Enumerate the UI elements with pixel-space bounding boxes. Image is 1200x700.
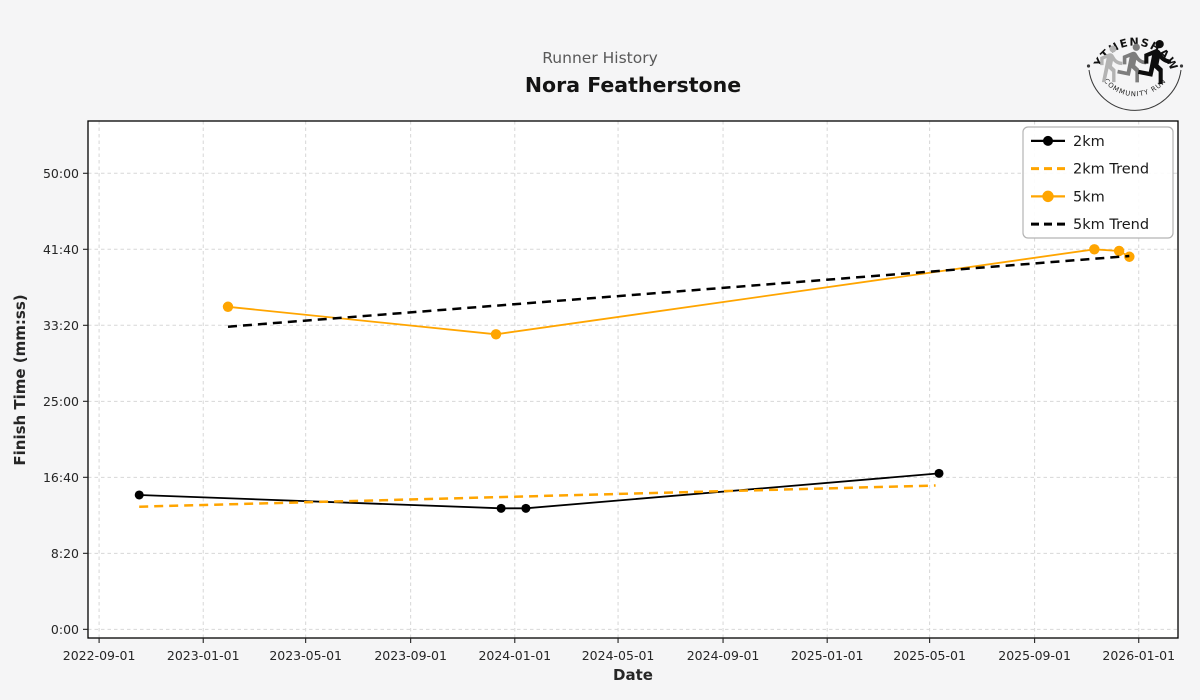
x-tick-label: 2024-05-01 (582, 648, 655, 663)
series-layer (134, 244, 1135, 513)
logo-right-dot (1179, 64, 1184, 68)
x-tick-label: 2026-01-01 (1102, 648, 1175, 663)
logo-left-dot (1086, 64, 1091, 68)
data-point-5km (222, 301, 234, 312)
legend-label-2km-trend: 2km Trend (1073, 162, 1149, 178)
legend: 2km 2km Trend 5km 5km Trend (1022, 126, 1174, 239)
legend-label-5km: 5km (1073, 189, 1105, 205)
data-point-5km (1089, 244, 1100, 255)
logo-bottom-arc (1088, 69, 1182, 111)
x-tick-label: 2025-01-01 (791, 648, 864, 663)
x-tick-label: 2023-01-01 (167, 648, 240, 663)
data-point-2km (521, 503, 531, 513)
legend-marker (1042, 190, 1054, 203)
plot-border (87, 120, 1179, 639)
data-point-2km (134, 490, 144, 500)
data-point-2km (934, 468, 944, 478)
legend-box (1022, 126, 1174, 239)
y-tick-label: 33:20 (43, 318, 79, 333)
series-line-5km-trend (227, 254, 1130, 328)
y-tick-label: 0:00 (51, 622, 79, 637)
legend-marker (1043, 135, 1053, 146)
x-tick-label: 2023-05-01 (269, 648, 342, 663)
chart-subtitle: Runner History (542, 49, 658, 67)
x-tick-label: 2023-09-01 (374, 648, 447, 663)
x-tick-label: 2022-09-01 (63, 648, 136, 663)
y-tick-label: 50:00 (43, 166, 79, 181)
y-tick-label: 41:40 (43, 242, 79, 257)
y-axis-ticks: 0:00 8:20 16:40 25:00 33:20 41:40 50:00 (43, 166, 88, 637)
x-tick-label: 2025-05-01 (893, 648, 966, 663)
y-tick-label: 25:00 (43, 394, 79, 409)
x-tick-label: 2024-09-01 (687, 648, 760, 663)
x-tick-label: 2025-09-01 (998, 648, 1071, 663)
data-point-5km (1113, 245, 1125, 257)
x-axis-ticks: 2022-09-01 2023-01-01 2023-05-01 2023-09-01… (63, 638, 1175, 663)
x-tick-label: 2024-01-01 (478, 648, 551, 663)
plot-area (88, 121, 1178, 638)
data-point-5km (490, 329, 502, 340)
chart-title: Nora Featherstone (525, 73, 741, 97)
legend-label-5km-trend: 5km Trend (1073, 217, 1149, 233)
y-tick-label: 16:40 (43, 470, 79, 485)
x-axis-label: Date (613, 666, 653, 684)
series-line-2km-trend (139, 484, 936, 508)
y-tick-label: 8:20 (51, 546, 79, 561)
y-axis-label: Finish Time (mm:ss) (11, 294, 29, 465)
data-point-2km (496, 503, 506, 513)
legend-label-2km: 2km (1073, 134, 1105, 150)
